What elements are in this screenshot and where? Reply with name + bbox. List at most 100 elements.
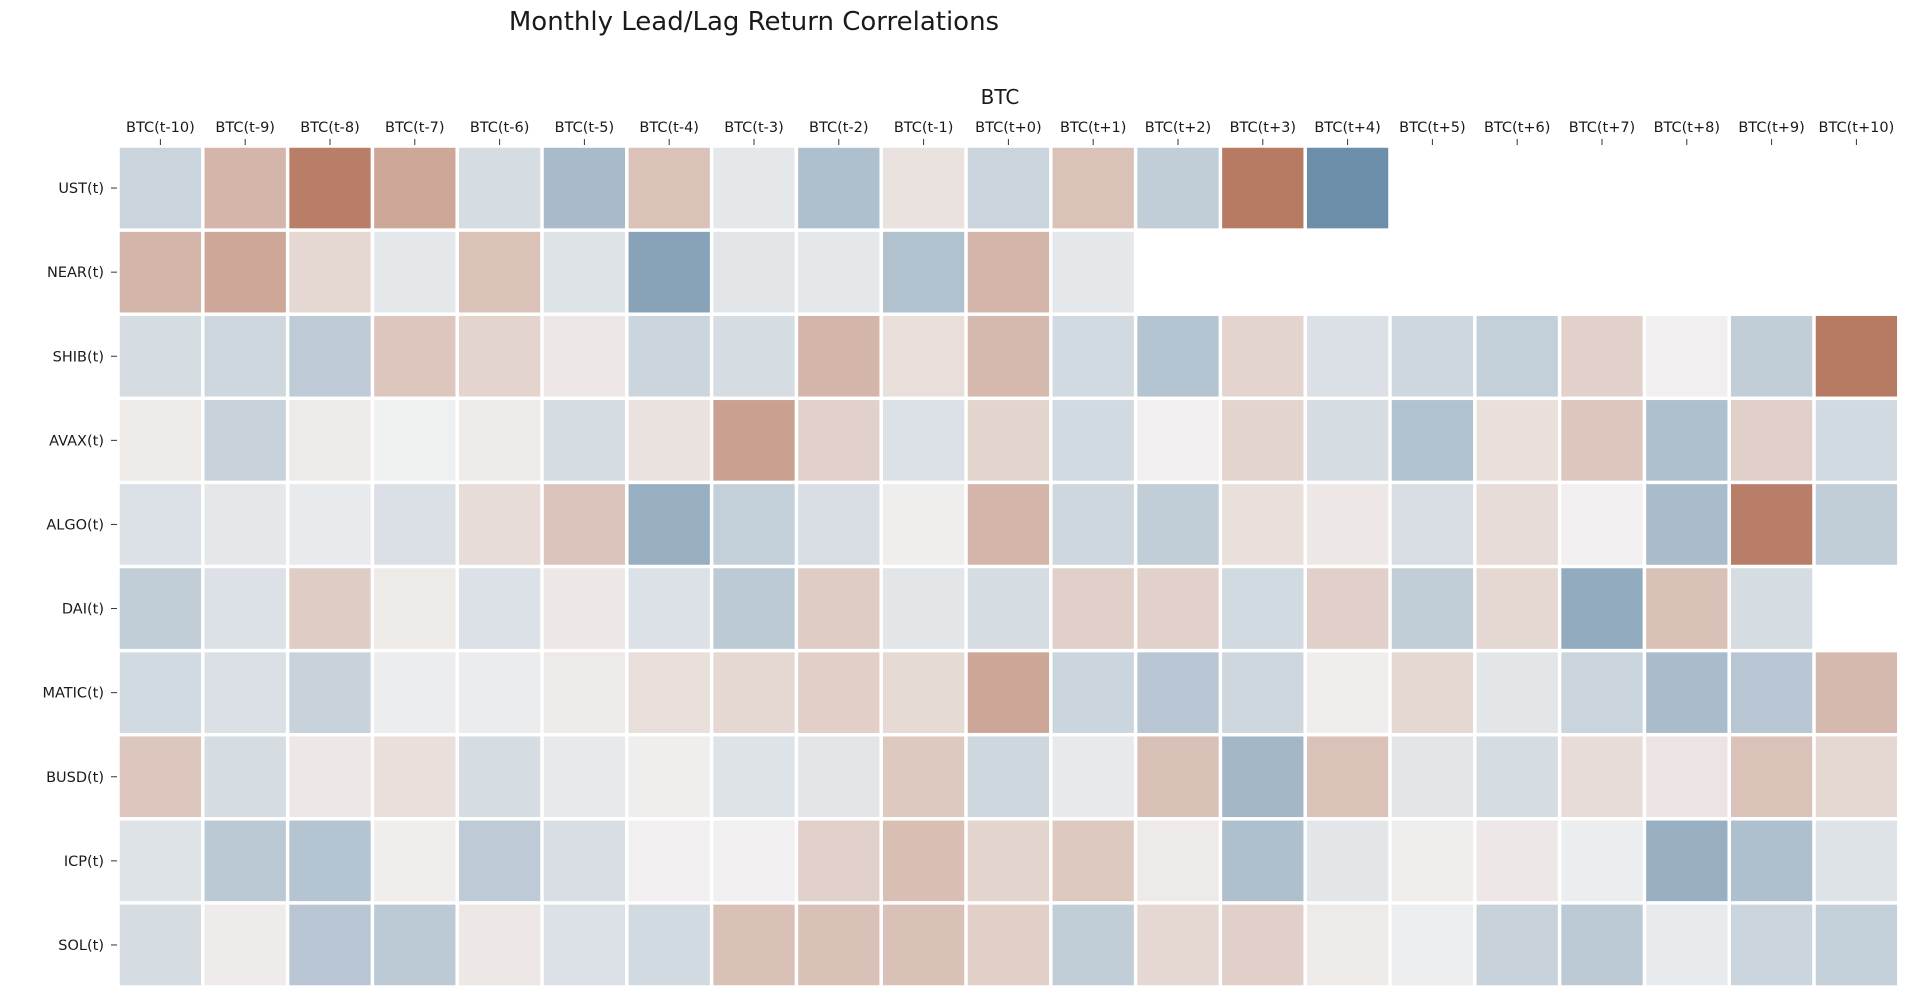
heatmap-cell: SHIB(t) vs BTC(t+1): -0.2 <box>1052 315 1134 397</box>
heatmap-cell: AVAX(t) vs BTC(t+9): 0.25 <box>1730 400 1813 481</box>
heatmap-cell: SHIB(t) vs BTC(t+3): 0.22 <box>1222 315 1304 397</box>
heatmap-cell: MATIC(t) vs BTC(t-4): 0.15 <box>628 652 710 733</box>
heatmap-cell: DAI(t) vs BTC(t+6): 0.2 <box>1476 568 1558 649</box>
heatmap-cell: MATIC(t) vs BTC(t+0): 0.56 <box>967 652 1050 733</box>
heatmap-cell: ALGO(t) vs BTC(t+8): -0.44 <box>1646 484 1728 565</box>
heatmap-cell: ICP(t) vs BTC(t-5): -0.16 <box>543 820 626 902</box>
heatmap-cell: MATIC(t) vs BTC(t-9): -0.15 <box>204 652 286 733</box>
heatmap-cell: UST(t) vs BTC(t+3): 0.88 <box>1222 147 1304 229</box>
heatmap-cell: SHIB(t) vs BTC(t+8): 0.02 <box>1646 315 1728 397</box>
heatmap-cell: MATIC(t) vs BTC(t-1): 0.18 <box>882 652 965 733</box>
x-tick-label: BTC(t-8) <box>300 120 360 136</box>
x-tick-label: BTC(t+10) <box>1819 120 1895 136</box>
heatmap-cell: BUSD(t) vs BTC(t+4): 0.35 <box>1306 736 1389 818</box>
heatmap-cell: NEAR(t) vs BTC(t-8): 0.2 <box>289 231 371 313</box>
heatmap-cell: ALGO(t) vs BTC(t+1): -0.22 <box>1052 484 1134 565</box>
heatmap-cell: ICP(t) vs BTC(t+1): 0.3 <box>1052 820 1134 902</box>
heatmap-cell: DAI(t) vs BTC(t-7): 0.06 <box>374 568 456 649</box>
heatmap-cell: MATIC(t) vs BTC(t-2): 0.26 <box>798 652 880 733</box>
heatmap-cell: AVAX(t) vs BTC(t-3): 0.6 <box>713 400 795 481</box>
heatmap-cell: AVAX(t) vs BTC(t+2): 0.02 <box>1137 400 1219 481</box>
heatmap-cell: ALGO(t) vs BTC(t-8): -0.06 <box>289 484 371 565</box>
heatmap-cell: ICP(t) vs BTC(t-3): 0.02 <box>713 820 795 902</box>
heatmap-cell: ALGO(t) vs BTC(t+4): 0.08 <box>1306 484 1389 565</box>
y-tick-label: NEAR(t) <box>47 265 104 281</box>
heatmap-cell: ALGO(t) vs BTC(t-2): -0.16 <box>798 484 880 565</box>
heatmap-cell: ICP(t) vs BTC(t-10): -0.12 <box>119 820 202 902</box>
heatmap-cell: SHIB(t) vs BTC(t-8): -0.32 <box>289 315 371 397</box>
heatmap-cell: AVAX(t) vs BTC(t+3): 0.22 <box>1222 400 1304 481</box>
heatmap-cell: ICP(t) vs BTC(t+8): -0.55 <box>1646 820 1728 902</box>
y-tick-label: ICP(t) <box>64 854 104 870</box>
heatmap-cell: SOL(t) vs BTC(t+8): -0.06 <box>1646 904 1728 986</box>
heatmap-cell: SHIB(t) vs BTC(t+10): 0.88 <box>1815 315 1898 397</box>
x-tick-label: BTC(t+6) <box>1484 120 1550 136</box>
x-tick-label: BTC(t+2) <box>1145 120 1211 136</box>
heatmap-cell: ALGO(t) vs BTC(t+6): 0.16 <box>1476 484 1558 565</box>
heatmap-cell: AVAX(t) vs BTC(t+4): -0.18 <box>1306 400 1389 481</box>
heatmap-cell: MATIC(t) vs BTC(t-8): -0.26 <box>289 652 371 733</box>
heatmap-cell: NEAR(t) vs BTC(t-10): 0.45 <box>119 231 202 313</box>
heatmap-cell: AVAX(t) vs BTC(t-7): -0.02 <box>374 400 456 481</box>
heatmap-cells: UST(t) vs BTC(t-10): -0.25UST(t) vs BTC(… <box>119 147 1898 986</box>
heatmap-cell: BUSD(t) vs BTC(t-6): -0.18 <box>458 736 541 818</box>
heatmap-cell: SOL(t) vs BTC(t-10): -0.18 <box>119 904 202 986</box>
heatmap-cell: ALGO(t) vs BTC(t-9): -0.08 <box>204 484 286 565</box>
heatmap-cell: BUSD(t) vs BTC(t-7): 0.14 <box>374 736 456 818</box>
heatmap-cell: ICP(t) vs BTC(t-2): 0.24 <box>798 820 880 902</box>
heatmap-cell: BUSD(t) vs BTC(t+10): 0.2 <box>1815 736 1898 818</box>
heatmap-cell: AVAX(t) vs BTC(t-4): 0.12 <box>628 400 710 481</box>
heatmap-cell: ALGO(t) vs BTC(t+2): -0.3 <box>1137 484 1219 565</box>
heatmap-cell: BUSD(t) vs BTC(t+3): -0.48 <box>1222 736 1304 818</box>
heatmap-cell: BUSD(t) vs BTC(t-5): -0.07 <box>543 736 626 818</box>
heatmap-cell: AVAX(t) vs BTC(t+7): 0.32 <box>1561 400 1643 481</box>
heatmap-cell: SHIB(t) vs BTC(t-4): -0.24 <box>628 315 710 397</box>
heatmap-cell: ALGO(t) vs BTC(t-6): 0.16 <box>458 484 541 565</box>
heatmap-cell: BUSD(t) vs BTC(t+1): -0.07 <box>1052 736 1134 818</box>
heatmap-cell: ICP(t) vs BTC(t+9): -0.42 <box>1730 820 1813 902</box>
heatmap-cell: SOL(t) vs BTC(t-3): 0.36 <box>713 904 795 986</box>
heatmap-cell: MATIC(t) vs BTC(t+8): -0.44 <box>1646 652 1728 733</box>
heatmap-cell: ALGO(t) vs BTC(t+0): 0.45 <box>967 484 1050 565</box>
heatmap-cell: ALGO(t) vs BTC(t-10): -0.14 <box>119 484 202 565</box>
heatmap-cell: ICP(t) vs BTC(t+7): -0.04 <box>1561 820 1643 902</box>
heatmap-cell: ALGO(t) vs BTC(t-3): -0.28 <box>713 484 795 565</box>
heatmap-cell: SOL(t) vs BTC(t+5): -0.03 <box>1391 904 1474 986</box>
heatmap-cell: UST(t) vs BTC(t-9): 0.45 <box>204 147 286 229</box>
heatmap-cell: SOL(t) vs BTC(t+4): 0.06 <box>1306 904 1389 986</box>
heatmap-cell: ALGO(t) vs BTC(t-5): 0.34 <box>543 484 626 565</box>
heatmap-cell: ICP(t) vs BTC(t+3): -0.42 <box>1222 820 1304 902</box>
x-tick-label: BTC(t-9) <box>215 120 275 136</box>
heatmap-cell: UST(t) vs BTC(t+4): -0.82 <box>1306 147 1389 229</box>
heatmap-cell: BUSD(t) vs BTC(t-2): -0.1 <box>798 736 880 818</box>
heatmap-cell: UST(t) vs BTC(t+2): -0.3 <box>1137 147 1219 229</box>
x-tick-label: BTC(t+3) <box>1230 120 1296 136</box>
heatmap-cell: ALGO(t) vs BTC(t+7): 0.02 <box>1561 484 1643 565</box>
heatmap-cell: SHIB(t) vs BTC(t-3): -0.18 <box>713 315 795 397</box>
heatmap-cell: MATIC(t) vs BTC(t+6): -0.1 <box>1476 652 1558 733</box>
heatmap-cell: ICP(t) vs BTC(t+6): 0.07 <box>1476 820 1558 902</box>
heatmap-cell: MATIC(t) vs BTC(t+9): -0.36 <box>1730 652 1813 733</box>
heatmap-cell: SHIB(t) vs BTC(t+9): -0.3 <box>1730 315 1813 397</box>
y-tick-label: SOL(t) <box>58 938 104 954</box>
heatmap-cell: ALGO(t) vs BTC(t+9): 0.85 <box>1730 484 1813 565</box>
heatmap-cell: SOL(t) vs BTC(t+7): -0.33 <box>1561 904 1643 986</box>
heatmap-cell: ALGO(t) vs BTC(t-7): -0.15 <box>374 484 456 565</box>
heatmap-cell: UST(t) vs BTC(t-4): 0.35 <box>628 147 710 229</box>
heatmap-cell: MATIC(t) vs BTC(t+3): -0.22 <box>1222 652 1304 733</box>
heatmap-cell: DAI(t) vs BTC(t+5): -0.3 <box>1391 568 1474 649</box>
heatmap-cell: UST(t) vs BTC(t-10): -0.25 <box>119 147 202 229</box>
heatmap-cell: ICP(t) vs BTC(t+2): 0.06 <box>1137 820 1219 902</box>
heatmap-cell: MATIC(t) vs BTC(t-10): -0.2 <box>119 652 202 733</box>
heatmap-cell: SHIB(t) vs BTC(t-1): 0.15 <box>882 315 965 397</box>
heatmap-cell: SHIB(t) vs BTC(t+6): -0.28 <box>1476 315 1558 397</box>
heatmap-cell: BUSD(t) vs BTC(t+0): -0.22 <box>967 736 1050 818</box>
heatmap-cell: BUSD(t) vs BTC(t-10): 0.32 <box>119 736 202 818</box>
heatmap-cell: DAI(t) vs BTC(t+9): -0.18 <box>1730 568 1813 649</box>
heatmap-cell: BUSD(t) vs BTC(t-8): 0.08 <box>289 736 371 818</box>
heatmap-cell: BUSD(t) vs BTC(t+7): 0.16 <box>1561 736 1643 818</box>
heatmap-cell: MATIC(t) vs BTC(t-3): 0.2 <box>713 652 795 733</box>
y-tick-label: ALGO(t) <box>46 517 104 533</box>
heatmap-cell: UST(t) vs BTC(t-5): -0.45 <box>543 147 626 229</box>
heatmap-cell: UST(t) vs BTC(t-8): 0.85 <box>289 147 371 229</box>
